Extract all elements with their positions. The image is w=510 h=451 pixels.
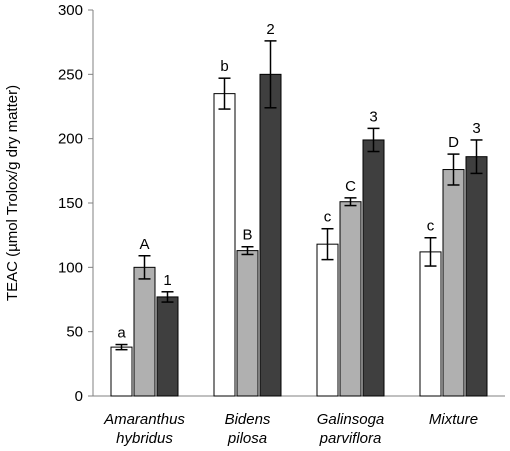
y-tick-label: 0 bbox=[75, 388, 83, 405]
y-tick-label: 150 bbox=[58, 195, 83, 212]
category-label-line2: parviflora bbox=[319, 430, 382, 447]
bar bbox=[110, 346, 133, 397]
y-tick-label: 200 bbox=[58, 131, 83, 148]
error-bars-group bbox=[115, 40, 483, 351]
bar bbox=[362, 139, 385, 397]
significance-label: 3 bbox=[472, 120, 480, 137]
significance-label: 1 bbox=[163, 272, 171, 289]
bar bbox=[339, 201, 362, 397]
y-axis: 0 50 100 150 200 250 300 bbox=[58, 2, 94, 405]
bar bbox=[316, 243, 339, 397]
significance-label: D bbox=[448, 134, 459, 151]
bar bbox=[419, 251, 442, 397]
significance-label: B bbox=[242, 227, 252, 244]
category-labels-group: Amaranthus hybridus Bidens pilosa Galinsoga p… bbox=[103, 411, 478, 447]
category-label-line1: Bidens bbox=[225, 411, 271, 428]
category-label-line2: pilosa bbox=[227, 430, 267, 447]
significance-label: 3 bbox=[369, 108, 377, 125]
significance-label: 2 bbox=[266, 21, 274, 38]
bar bbox=[133, 266, 156, 397]
bars-group bbox=[110, 73, 488, 397]
significance-label: c bbox=[427, 218, 435, 235]
bar bbox=[236, 250, 259, 397]
significance-label: b bbox=[220, 58, 228, 75]
y-axis-title: TEAC (µmol Trolox/g dry matter) bbox=[4, 85, 21, 301]
y-tick-label: 50 bbox=[66, 324, 83, 341]
y-tick-label: 250 bbox=[58, 66, 83, 83]
category-label-line1: Amaranthus bbox=[103, 411, 185, 428]
category-label-line2: hybridus bbox=[116, 430, 173, 447]
bar bbox=[465, 156, 488, 397]
significance-label: A bbox=[139, 236, 149, 253]
y-tick-label: 300 bbox=[58, 2, 83, 19]
significance-label: c bbox=[324, 209, 332, 226]
bar bbox=[213, 93, 236, 397]
category-label-line1: Galinsoga bbox=[317, 411, 385, 428]
y-tick-label: 100 bbox=[58, 259, 83, 276]
bar bbox=[259, 73, 282, 397]
bar bbox=[442, 169, 465, 397]
significance-label: C bbox=[345, 178, 356, 195]
significance-label: a bbox=[117, 325, 126, 342]
category-label-line1: Mixture bbox=[429, 411, 478, 428]
bar bbox=[156, 296, 179, 397]
